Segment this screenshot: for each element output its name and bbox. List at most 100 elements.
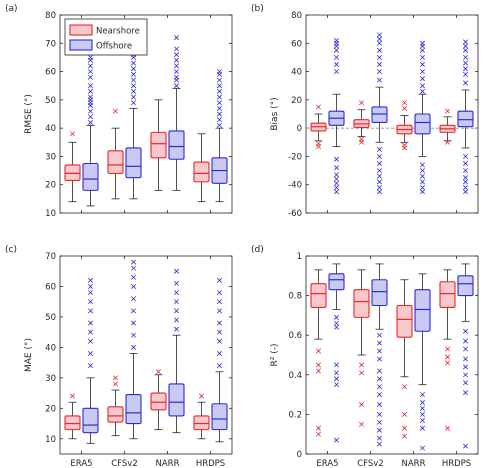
outlier-stroke (463, 66, 468, 72)
outlier-stroke (217, 94, 222, 100)
box-nearshore-era5 (310, 104, 327, 150)
outlier-point (420, 425, 425, 431)
outlier-stroke (420, 168, 425, 174)
outlier-stroke (88, 63, 93, 69)
outlier-point (334, 47, 339, 53)
outlier-point (359, 362, 364, 368)
outlier-stroke (131, 66, 136, 72)
outlier-point (463, 356, 468, 362)
outlier-point (420, 40, 425, 46)
outlier-point (377, 54, 382, 60)
outlier-stroke (316, 368, 321, 374)
outlier-stroke (334, 189, 339, 195)
box-nearshore-cfsv2 (353, 100, 370, 145)
outlier-stroke (217, 69, 222, 75)
outlier-stroke (131, 83, 136, 89)
outlier-stroke (174, 74, 179, 80)
outlier-point (377, 427, 382, 433)
y-tick-label: 80 (291, 11, 302, 21)
outlier-stroke (334, 382, 339, 388)
outlier-stroke (445, 425, 450, 431)
outlier-stroke (420, 400, 425, 406)
outlier-point (377, 146, 382, 152)
outlier-stroke (463, 60, 468, 66)
outlier-stroke (316, 425, 321, 431)
legend-label: Offshore (96, 42, 132, 52)
outlier-stroke (88, 94, 93, 100)
outlier-point (174, 63, 179, 69)
outlier-point (316, 362, 321, 368)
outlier-point (377, 69, 382, 75)
outlier-stroke (402, 105, 407, 111)
outlier-stroke (334, 62, 339, 67)
outlier-point (463, 47, 468, 53)
outlier-stroke (420, 173, 425, 179)
outlier-point (334, 180, 339, 186)
outlier-point (334, 376, 339, 382)
outlier-stroke (463, 443, 468, 449)
outlier-stroke (377, 348, 382, 354)
box-offshore-cfsv2 (125, 35, 142, 200)
outlier-point (217, 69, 222, 75)
box-iqr (125, 394, 142, 425)
outlier-stroke (174, 290, 179, 296)
y-tick-label: 50 (45, 96, 56, 106)
outlier-point (316, 368, 321, 374)
outlier-point (377, 189, 382, 195)
outlier-stroke (334, 69, 339, 75)
outlier-stroke (377, 47, 382, 53)
outlier-point (131, 283, 136, 289)
y-tick-label: 1 (297, 252, 302, 262)
outlier-stroke (377, 402, 382, 407)
outlier-point (131, 94, 136, 100)
outlier-point (334, 362, 339, 368)
outlier-stroke (131, 71, 136, 77)
outlier-point (463, 346, 468, 352)
outlier-stroke (377, 69, 382, 75)
outlier-point (88, 83, 93, 89)
outlier-stroke (420, 179, 425, 185)
outlier-stroke (334, 185, 339, 191)
outlier-stroke (420, 54, 425, 60)
outlier-stroke (463, 54, 468, 60)
outlier-point (334, 185, 339, 191)
outlier-stroke (88, 299, 93, 305)
outlier-stroke (70, 131, 75, 137)
box-nearshore-era5 (310, 269, 327, 437)
outlier-stroke (445, 360, 450, 366)
outlier-point (217, 299, 222, 305)
box-offshore-narr (414, 40, 431, 195)
y-tick-label: 30 (45, 374, 56, 384)
outlier-point (88, 114, 93, 120)
outlier-stroke (463, 161, 468, 166)
outlier-point (88, 69, 93, 75)
box-offshore-narr (168, 35, 185, 191)
y-tick-label: 10 (45, 435, 56, 445)
panel-2: -60 -40 -20 0 20 40 60 80 (b) Bias (°) (251, 4, 479, 219)
outlier-stroke (174, 308, 179, 314)
outlier-point (377, 40, 382, 46)
outlier-stroke (131, 344, 136, 350)
outlier-stroke (217, 105, 222, 111)
outlier-point (377, 47, 382, 53)
outlier-stroke (377, 153, 382, 159)
outlier-stroke (420, 69, 425, 75)
outlier-stroke (88, 329, 93, 335)
box-nearshore-hrdps (439, 108, 456, 145)
outlier-stroke (334, 320, 339, 326)
outlier-point (88, 108, 93, 114)
outlier-point (88, 63, 93, 69)
outlier-stroke (377, 62, 382, 67)
outlier-stroke (316, 104, 321, 110)
outlier-point (334, 62, 339, 67)
outlier-stroke (174, 280, 179, 286)
outlier-stroke (88, 120, 93, 125)
outlier-stroke (402, 411, 407, 417)
y-tick-label: -20 (288, 152, 302, 162)
panel-4: 0 0.2 0.4 0.6 0.8 1 ERA5 CFSv2 NARR HRDPS (d) R² (-… (251, 245, 479, 468)
outlier-stroke (377, 173, 382, 179)
outlier-stroke (420, 62, 425, 67)
plot-frame (305, 255, 479, 455)
outlier-point (377, 36, 382, 42)
outlier-stroke (88, 114, 93, 120)
